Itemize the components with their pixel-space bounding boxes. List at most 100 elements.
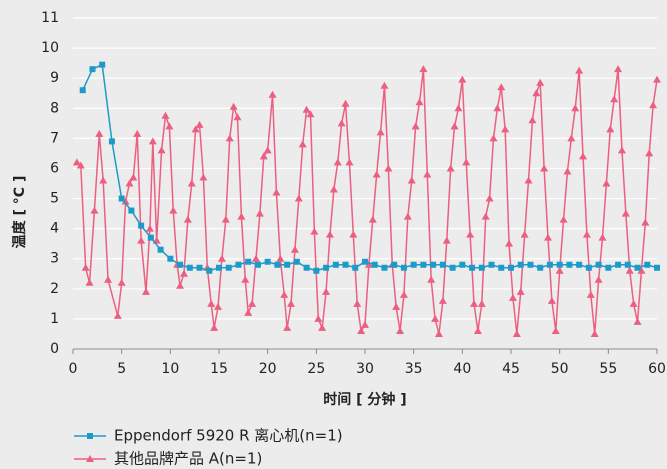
marker	[214, 302, 223, 310]
marker	[520, 230, 529, 238]
marker	[415, 98, 424, 106]
marker	[489, 134, 498, 142]
marker	[400, 264, 407, 271]
marker	[454, 104, 463, 112]
marker	[364, 260, 373, 268]
marker	[157, 146, 166, 154]
marker	[323, 264, 330, 271]
marker	[362, 258, 368, 265]
marker	[298, 140, 307, 148]
x-tick-label: 55	[599, 361, 617, 377]
marker	[290, 245, 299, 253]
marker	[195, 120, 204, 128]
marker	[310, 227, 319, 235]
marker	[274, 261, 281, 268]
marker	[165, 122, 174, 130]
marker	[372, 170, 381, 178]
marker	[237, 212, 246, 220]
marker	[235, 261, 242, 268]
marker	[118, 195, 125, 202]
marker	[595, 261, 602, 268]
marker	[167, 255, 174, 262]
marker	[72, 158, 81, 166]
marker	[333, 158, 342, 166]
marker	[532, 89, 541, 97]
marker	[645, 149, 654, 157]
marker	[617, 146, 626, 154]
marker	[459, 261, 466, 268]
marker	[255, 209, 264, 217]
marker	[314, 314, 323, 322]
marker	[567, 134, 576, 142]
marker	[90, 206, 99, 214]
y-tick-label: 8	[50, 100, 59, 116]
marker	[233, 113, 242, 121]
marker	[602, 179, 611, 187]
x-axis-label: 时间 [ 分钟 ]	[323, 391, 406, 408]
marker	[371, 261, 378, 268]
marker	[590, 329, 599, 337]
marker	[586, 290, 595, 298]
marker	[161, 111, 170, 119]
marker	[566, 261, 573, 268]
marker	[633, 317, 642, 325]
marker	[410, 261, 417, 268]
marker	[488, 261, 495, 268]
marker	[216, 264, 222, 271]
marker	[259, 152, 268, 160]
marker	[466, 230, 475, 238]
marker	[517, 261, 524, 268]
y-tick-label: 11	[41, 10, 59, 26]
marker	[493, 104, 502, 112]
y-tick-label: 5	[50, 191, 59, 207]
marker	[470, 299, 479, 307]
series-line	[76, 69, 658, 335]
marker	[229, 102, 238, 110]
marker	[540, 164, 549, 172]
marker	[157, 246, 164, 253]
marker	[575, 66, 584, 74]
marker	[473, 326, 482, 334]
marker	[113, 311, 122, 319]
y-tick-label: 7	[50, 130, 59, 146]
marker	[241, 275, 250, 283]
marker	[129, 173, 138, 181]
marker	[431, 314, 440, 322]
marker	[86, 455, 94, 462]
marker	[563, 167, 572, 175]
marker	[121, 197, 130, 205]
marker	[399, 290, 408, 298]
marker	[76, 161, 85, 169]
marker	[585, 264, 592, 271]
marker	[551, 326, 560, 334]
y-tick-label: 0	[50, 341, 59, 357]
marker	[524, 176, 533, 184]
marker	[345, 158, 354, 166]
marker	[606, 125, 615, 133]
marker	[147, 234, 154, 241]
marker	[485, 194, 494, 202]
marker	[225, 134, 234, 142]
marker	[99, 61, 106, 68]
marker	[199, 173, 208, 181]
marker	[556, 261, 563, 268]
marker	[176, 281, 185, 289]
marker	[624, 261, 631, 268]
y-tick-label: 6	[50, 160, 59, 176]
marker	[634, 264, 641, 271]
marker	[547, 296, 556, 304]
marker	[419, 65, 428, 73]
x-tick-label: 20	[259, 361, 277, 377]
x-tick-label: 30	[356, 361, 374, 377]
marker	[605, 264, 612, 271]
marker	[142, 287, 150, 295]
marker	[206, 267, 213, 274]
x-tick-label: 50	[551, 361, 569, 377]
y-tick-label: 1	[50, 311, 59, 327]
marker	[528, 116, 537, 124]
marker	[276, 254, 285, 262]
marker	[576, 261, 583, 268]
marker	[536, 78, 545, 86]
marker	[280, 290, 289, 298]
marker	[313, 267, 320, 274]
